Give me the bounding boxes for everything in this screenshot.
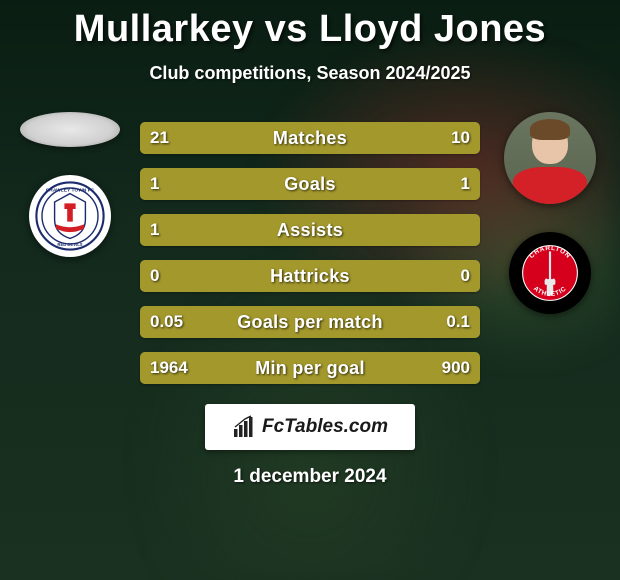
stat-bar: Goals1 1 (140, 168, 480, 200)
stat-value-right: 0 (451, 260, 480, 292)
club-crest-crawley: CRAWLEY TOWN FC RED DEVILS (29, 175, 111, 257)
stat-label: Goals (140, 168, 480, 200)
left-player-column: CRAWLEY TOWN FC RED DEVILS (10, 112, 130, 257)
subtitle: Club competitions, Season 2024/2025 (0, 63, 620, 84)
brand-badge: FcTables.com (205, 404, 415, 450)
club-crest-charlton: CHARLTON ATHLETIC (509, 232, 591, 314)
stat-bar: Hattricks0 0 (140, 260, 480, 292)
stat-bar: Matches21 10 (140, 122, 480, 154)
brand-text: FcTables.com (262, 416, 388, 438)
comparison-panel: CRAWLEY TOWN FC RED DEVILS (0, 122, 620, 384)
stat-value-right (460, 214, 480, 246)
stat-value-right: 10 (441, 122, 480, 154)
stat-value-right: 0.1 (436, 306, 480, 338)
stat-value-left: 0.05 (140, 306, 193, 338)
page-title: Mullarkey vs Lloyd Jones (0, 0, 620, 51)
player-avatar-left (20, 112, 120, 147)
svg-text:RED DEVILS: RED DEVILS (57, 242, 82, 247)
stat-label: Hattricks (140, 260, 480, 292)
date-text: 1 december 2024 (0, 466, 620, 488)
player-avatar-right (504, 112, 596, 204)
stat-label: Matches (140, 122, 480, 154)
crawley-crest-icon: CRAWLEY TOWN FC RED DEVILS (35, 181, 105, 251)
stat-label: Assists (140, 214, 480, 246)
comparison-bars: Matches2110Goals11Assists1Hattricks00Goa… (140, 122, 480, 384)
stat-value-left: 1964 (140, 352, 198, 384)
stat-bar: Goals per match0.050.1 (140, 306, 480, 338)
right-player-column: CHARLTON ATHLETIC (490, 112, 610, 314)
svg-text:CRAWLEY TOWN FC: CRAWLEY TOWN FC (46, 188, 95, 194)
stat-value-right: 900 (432, 352, 480, 384)
stat-bar: Min per goal1964900 (140, 352, 480, 384)
stat-value-left: 1 (140, 214, 169, 246)
charlton-crest-icon: CHARLTON ATHLETIC (514, 237, 586, 309)
stat-value-left: 21 (140, 122, 179, 154)
chart-icon (232, 415, 256, 439)
stat-value-left: 0 (140, 260, 169, 292)
stat-value-left: 1 (140, 168, 169, 200)
stat-value-right: 1 (451, 168, 480, 200)
stat-bar: Assists1 (140, 214, 480, 246)
